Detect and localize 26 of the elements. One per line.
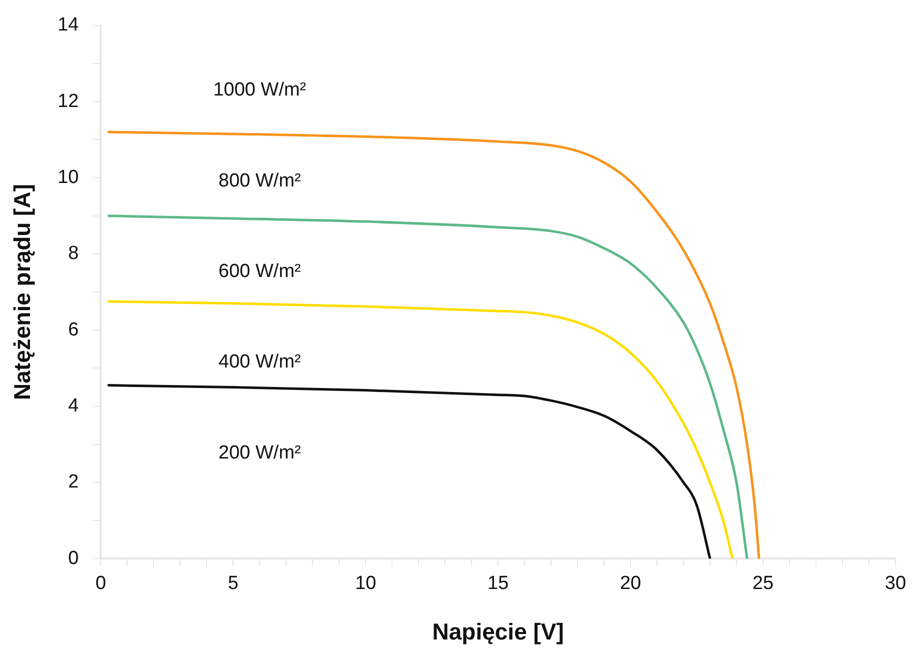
x-tick-label: 10 [355, 573, 376, 594]
y-tick-label: 6 [68, 319, 79, 340]
x-tick-label: 0 [95, 573, 106, 594]
y-axis-title: Natężenie prądu [A] [9, 184, 36, 400]
line-series [107, 300, 734, 559]
annotation: 400 W/m² [218, 352, 301, 373]
y-tick-label: 14 [58, 14, 80, 36]
line-series [107, 214, 748, 559]
line-series [107, 130, 760, 559]
x-tick-label: 15 [488, 573, 509, 594]
x-tick-label: 30 [884, 573, 906, 594]
y-tick-label: 4 [68, 395, 80, 416]
annotation: 200 W/m² [218, 442, 301, 464]
x-axis-title: Napięcie [V] [432, 618, 564, 645]
y-tick-label: 2 [68, 472, 79, 493]
x-tick-label: 5 [228, 573, 238, 594]
annotation: 800 W/m² [218, 170, 301, 192]
y-tick-label: 0 [68, 548, 79, 569]
y-tick-label: 12 [58, 90, 79, 112]
x-tick-label: 20 [620, 573, 642, 594]
x-tick-label: 25 [752, 573, 774, 594]
line-series [107, 384, 712, 559]
y-tick-label: 8 [68, 243, 79, 264]
annotation: 600 W/m² [218, 260, 301, 282]
y-tick-label: 10 [58, 166, 79, 188]
annotation: 1000 W/m² [213, 80, 306, 101]
